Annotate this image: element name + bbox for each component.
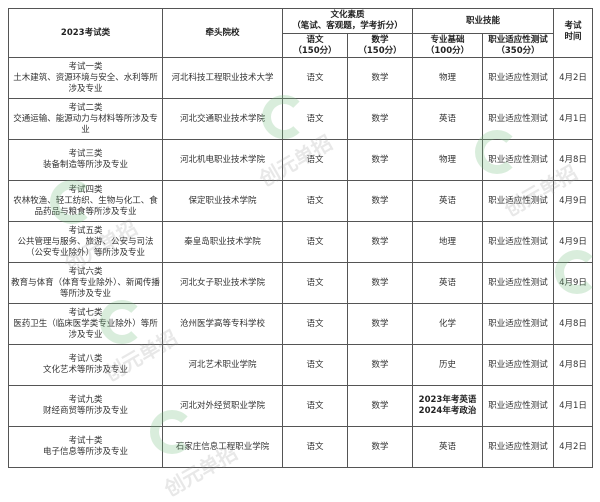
- header-school: 牵头院校: [162, 8, 283, 58]
- cell-chinese: 语文: [282, 221, 348, 263]
- cell-pro: 英语: [412, 426, 484, 468]
- cell-math: 数学: [346, 426, 414, 468]
- cell-math: 数学: [346, 303, 414, 345]
- table-row: 考试二类 交通运输、能源动力与材料等所涉及专业 河北交通职业技术学院 语文 数学 英语职…: [8, 98, 594, 140]
- header-culture-group: 文化素质 （笔试、客观题，学考折分）: [281, 8, 414, 34]
- cell-math: 数学: [346, 262, 414, 304]
- cell-chinese: 语文: [282, 57, 348, 99]
- cell-category: 考试一类 土木建筑、资源环境与安全、水利等所涉及专业: [8, 57, 163, 99]
- cell-school: 石家庄信息工程职业学院: [162, 426, 283, 468]
- cell-adapt: 职业适应性测试: [482, 180, 555, 222]
- cell-math: 数学: [346, 139, 414, 181]
- cell-school: 沧州医学高等专科学校: [162, 303, 283, 345]
- cell-category: 考试八类 文化艺术等所涉及专业: [8, 344, 163, 386]
- cell-adapt: 职业适应性测试: [482, 98, 555, 140]
- cell-school: 河北科技工程职业技术大学: [162, 57, 283, 99]
- cell-pro: 2023年考英语 2024年考政治: [412, 385, 484, 427]
- cell-chinese: 语文: [282, 426, 348, 468]
- cell-category: 考试二类 交通运输、能源动力与材料等所涉及专业: [8, 98, 163, 140]
- cell-pro: 物理: [412, 139, 484, 181]
- cell-category: 考试三类 装备制造等所涉及专业: [8, 139, 163, 181]
- cell-date: 4月1日: [553, 98, 594, 140]
- table-row: 考试三类 装备制造等所涉及专业 河北机电职业技术学院 语文 数学 物理 职业适应性测试 4月…: [8, 139, 594, 181]
- cell-school: 河北女子职业技术学院: [162, 262, 283, 304]
- cell-date: 4月9日: [553, 180, 594, 222]
- cell-school: 河北艺术职业学院: [162, 344, 283, 386]
- header-chinese: 语文 （150分）: [282, 33, 348, 58]
- cell-adapt: 职业适应性测试: [482, 303, 555, 345]
- cell-category: 考试九类 财经商贸等所涉及专业: [8, 385, 163, 427]
- cell-math: 数学: [346, 221, 414, 263]
- cell-category: 考试六类 教育与体育（体育专业除外）、新闻传播等所涉及专业: [8, 262, 163, 304]
- cell-date: 4月8日: [553, 344, 594, 386]
- table-row: 考试五类 公共管理与服务、旅游、公安与司法（公安专业除外）等所涉及专业 秦皇岛职业…: [8, 221, 594, 263]
- cell-pro: 物理: [412, 57, 484, 99]
- cell-pro: 英语: [412, 262, 484, 304]
- table-row: 考试七类 医药卫生（临床医学类专业除外）等所涉及专业 沧州医学高等专科学校 语文 数学…: [8, 303, 594, 345]
- cell-pro: 化学: [412, 303, 484, 345]
- cell-school: 保定职业技术学院: [162, 180, 283, 222]
- cell-pro: 英语: [412, 180, 484, 222]
- cell-school: 河北对外经贸职业学院: [162, 385, 283, 427]
- table-row: 考试四类 农林牧渔、轻工纺织、生物与化工、食品药品与粮食等所涉及专业 保定职业技术…: [8, 180, 594, 222]
- cell-adapt: 职业适应性测试: [482, 426, 555, 468]
- cell-math: 数学: [346, 98, 414, 140]
- cell-adapt: 职业适应性测试: [482, 344, 555, 386]
- header-exam-time: 考试 时间: [553, 8, 594, 58]
- cell-date: 4月9日: [553, 262, 594, 304]
- cell-chinese: 语文: [282, 262, 348, 304]
- cell-math: 数学: [346, 385, 414, 427]
- cell-math: 数学: [346, 180, 414, 222]
- header-category: 2023考试类: [8, 8, 163, 58]
- table-row: 考试六类 教育与体育（体育专业除外）、新闻传播等所涉及专业 河北女子职业技术学院语…: [8, 262, 594, 304]
- cell-date: 4月1日: [553, 385, 594, 427]
- cell-adapt: 职业适应性测试: [482, 221, 555, 263]
- cell-date: 4月8日: [553, 139, 594, 181]
- cell-pro: 地理: [412, 221, 484, 263]
- table-row: 考试一类 土木建筑、资源环境与安全、水利等所涉及专业 河北科技工程职业技术大学 语文…: [8, 57, 594, 99]
- cell-school: 河北交通职业技术学院: [162, 98, 283, 140]
- cell-adapt: 职业适应性测试: [482, 139, 555, 181]
- cell-category: 考试四类 农林牧渔、轻工纺织、生物与化工、食品药品与粮食等所涉及专业: [8, 180, 163, 222]
- cell-adapt: 职业适应性测试: [482, 57, 555, 99]
- header-adapt-test: 职业适应性测试 （350分）: [482, 33, 555, 58]
- cell-category: 考试十类 电子信息等所涉及专业: [8, 426, 163, 468]
- cell-adapt: 职业适应性测试: [482, 262, 555, 304]
- cell-math: 数学: [346, 57, 414, 99]
- table-row: 考试八类 文化艺术等所涉及专业 河北艺术职业学院 语文 数学 历史 职业适应性测试 4月8日: [8, 344, 594, 386]
- cell-chinese: 语文: [282, 180, 348, 222]
- table-row: 考试十类 电子信息等所涉及专业 石家庄信息工程职业学院 语文 数学 英语 职业适应性测试 4…: [8, 426, 594, 468]
- cell-date: 4月2日: [553, 57, 594, 99]
- table-row: 考试九类 财经商贸等所涉及专业 河北对外经贸职业学院 语文 数学 2023年考英语 20…: [8, 385, 594, 427]
- cell-chinese: 语文: [282, 385, 348, 427]
- cell-chinese: 语文: [282, 139, 348, 181]
- cell-date: 4月2日: [553, 426, 594, 468]
- header-pro-basic: 专业基础 （100分）: [412, 33, 484, 58]
- cell-chinese: 语文: [282, 344, 348, 386]
- cell-school: 河北机电职业技术学院: [162, 139, 283, 181]
- cell-category: 考试五类 公共管理与服务、旅游、公安与司法（公安专业除外）等所涉及专业: [8, 221, 163, 263]
- cell-math: 数学: [346, 344, 414, 386]
- exam-schedule-table: 2023考试类 牵头院校 文化素质 （笔试、客观题，学考折分） 职业技能 考试 …: [8, 8, 594, 468]
- cell-school: 秦皇岛职业技术学院: [162, 221, 283, 263]
- cell-date: 4月8日: [553, 303, 594, 345]
- cell-pro: 历史: [412, 344, 484, 386]
- cell-pro: 英语: [412, 98, 484, 140]
- cell-chinese: 语文: [282, 303, 348, 345]
- cell-adapt: 职业适应性测试: [482, 385, 555, 427]
- cell-category: 考试七类 医药卫生（临床医学类专业除外）等所涉及专业: [8, 303, 163, 345]
- header-math: 数学 （150分）: [346, 33, 414, 58]
- header-skill-group: 职业技能: [412, 8, 555, 34]
- cell-date: 4月9日: [553, 221, 594, 263]
- cell-chinese: 语文: [282, 98, 348, 140]
